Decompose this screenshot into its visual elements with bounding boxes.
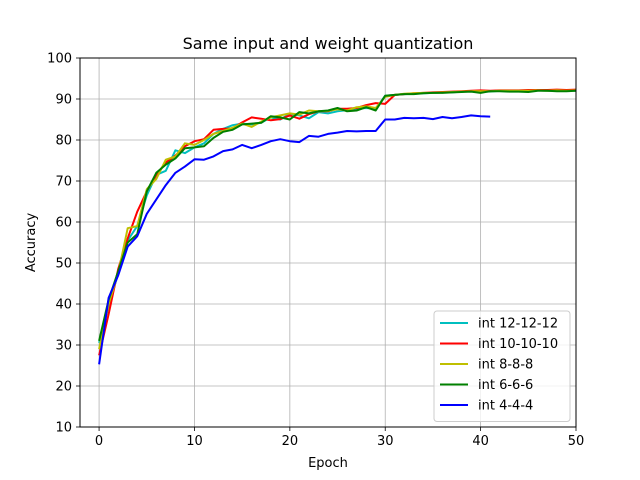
plot-frame xyxy=(79,57,577,428)
x-tick-label: 0 xyxy=(95,434,103,449)
y-tick-label: 90 xyxy=(55,93,72,108)
x-tick-label: 50 xyxy=(568,434,585,449)
x-tick-label: 10 xyxy=(186,434,203,449)
legend-label: int 6-6-6 xyxy=(478,378,533,393)
y-tick-label: 60 xyxy=(55,216,72,231)
series-layer xyxy=(98,88,577,365)
legend-label: int 10-10-10 xyxy=(478,337,558,352)
legend-label: int 8-8-8 xyxy=(478,358,533,373)
legend-label: int 12-12-12 xyxy=(478,317,558,332)
y-tick-label: 10 xyxy=(55,421,72,436)
legend-label: int 4-4-4 xyxy=(478,399,533,414)
series-line-3 xyxy=(98,89,577,342)
y-tick-label: 20 xyxy=(55,380,72,395)
y-tick-label: 100 xyxy=(47,52,72,67)
y-axis-title: Accuracy xyxy=(24,213,39,273)
series-line-4 xyxy=(98,114,491,365)
x-axis-title: Epoch xyxy=(308,456,348,471)
y-tick-label: 50 xyxy=(55,257,72,272)
y-tick-label: 30 xyxy=(55,339,72,354)
y-tick-label: 70 xyxy=(55,175,72,190)
legend: int 12-12-12 int 10-10-10 int 8-8-8 int 6-6… xyxy=(433,310,571,422)
legend-box xyxy=(433,310,571,422)
ticks-layer: 0 10 20 30 40 50 10 20 30 40 50 60 70 80 90 100 xyxy=(47,52,584,450)
x-tick-label: 30 xyxy=(377,434,394,449)
x-tick-label: 40 xyxy=(472,434,489,449)
x-tick-label: 20 xyxy=(282,434,299,449)
chart-title: Same input and weight quantization xyxy=(183,34,474,53)
y-tick-label: 80 xyxy=(55,134,72,149)
y-tick-label: 40 xyxy=(55,298,72,313)
